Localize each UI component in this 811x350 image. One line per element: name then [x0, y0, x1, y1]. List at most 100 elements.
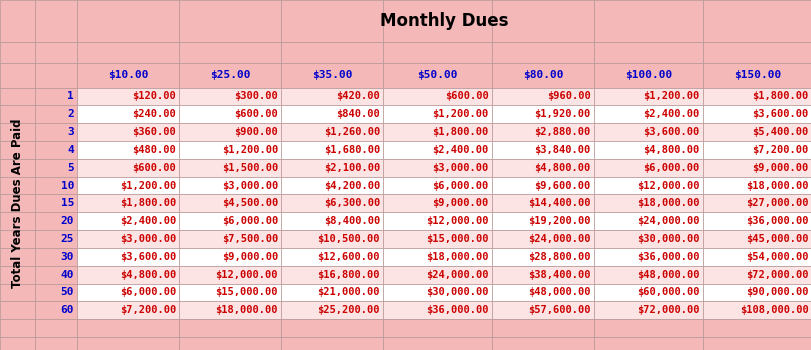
Text: 20: 20: [61, 216, 74, 226]
Bar: [179, 284, 281, 301]
Bar: [281, 248, 383, 266]
Bar: [0, 123, 35, 141]
Text: $4,500.00: $4,500.00: [221, 198, 277, 208]
Text: $27,000.00: $27,000.00: [745, 198, 808, 208]
Text: $12,000.00: $12,000.00: [215, 270, 277, 280]
Bar: [383, 105, 491, 123]
Text: $1,800.00: $1,800.00: [432, 127, 488, 137]
Bar: [594, 195, 702, 212]
Bar: [0, 195, 35, 212]
Text: $15,000.00: $15,000.00: [215, 287, 277, 298]
Text: $25,200.00: $25,200.00: [317, 305, 380, 315]
Text: $3,600.00: $3,600.00: [120, 252, 176, 262]
Bar: [35, 337, 77, 350]
Text: $1,200.00: $1,200.00: [221, 145, 277, 155]
Bar: [0, 159, 35, 177]
Bar: [594, 212, 702, 230]
Bar: [179, 230, 281, 248]
Text: $108,000.00: $108,000.00: [739, 305, 808, 315]
Text: $6,000.00: $6,000.00: [643, 163, 699, 173]
Bar: [77, 42, 179, 63]
Bar: [77, 212, 179, 230]
Bar: [281, 177, 383, 195]
Bar: [383, 0, 491, 42]
Bar: [35, 105, 77, 123]
Bar: [383, 230, 491, 248]
Text: $3,600.00: $3,600.00: [752, 109, 808, 119]
Text: 4: 4: [67, 145, 74, 155]
Text: $9,000.00: $9,000.00: [752, 163, 808, 173]
Bar: [35, 195, 77, 212]
Bar: [491, 319, 594, 337]
Bar: [491, 0, 594, 42]
Bar: [594, 284, 702, 301]
Bar: [281, 159, 383, 177]
Bar: [491, 301, 594, 319]
Text: $900.00: $900.00: [234, 127, 277, 137]
Bar: [77, 301, 179, 319]
Bar: [491, 141, 594, 159]
Text: $90,000.00: $90,000.00: [745, 287, 808, 298]
Bar: [383, 266, 491, 284]
Text: $72,000.00: $72,000.00: [637, 305, 699, 315]
Bar: [35, 141, 77, 159]
Bar: [281, 266, 383, 284]
Bar: [281, 319, 383, 337]
Bar: [281, 337, 383, 350]
Bar: [594, 177, 702, 195]
Text: $7,200.00: $7,200.00: [120, 305, 176, 315]
Bar: [179, 337, 281, 350]
Text: $600.00: $600.00: [444, 91, 488, 102]
Bar: [35, 159, 77, 177]
Text: $240.00: $240.00: [132, 109, 176, 119]
Text: $18,000.00: $18,000.00: [215, 305, 277, 315]
Text: $18,000.00: $18,000.00: [745, 181, 808, 190]
Bar: [383, 42, 491, 63]
Bar: [281, 212, 383, 230]
Bar: [179, 319, 281, 337]
Text: $48,000.00: $48,000.00: [528, 287, 590, 298]
Bar: [77, 141, 179, 159]
Bar: [594, 266, 702, 284]
Bar: [179, 141, 281, 159]
Bar: [383, 195, 491, 212]
Bar: [491, 159, 594, 177]
Text: $24,000.00: $24,000.00: [637, 216, 699, 226]
Bar: [77, 159, 179, 177]
Text: $9,000.00: $9,000.00: [432, 198, 488, 208]
Bar: [702, 284, 811, 301]
Text: $50.00: $50.00: [417, 70, 457, 80]
Bar: [281, 123, 383, 141]
Text: 3: 3: [67, 127, 74, 137]
Bar: [35, 63, 77, 88]
Bar: [77, 319, 179, 337]
Text: $4,200.00: $4,200.00: [324, 181, 380, 190]
Text: $1,920.00: $1,920.00: [534, 109, 590, 119]
Bar: [383, 319, 491, 337]
Bar: [77, 0, 179, 42]
Text: $30,000.00: $30,000.00: [637, 234, 699, 244]
Bar: [594, 123, 702, 141]
Bar: [702, 301, 811, 319]
Bar: [0, 284, 35, 301]
Bar: [491, 123, 594, 141]
Bar: [0, 337, 35, 350]
Bar: [179, 123, 281, 141]
Text: $480.00: $480.00: [132, 145, 176, 155]
Text: $3,840.00: $3,840.00: [534, 145, 590, 155]
Bar: [35, 0, 77, 42]
Text: $600.00: $600.00: [234, 109, 277, 119]
Bar: [383, 88, 491, 105]
Text: $60,000.00: $60,000.00: [637, 287, 699, 298]
Bar: [281, 63, 383, 88]
Text: $420.00: $420.00: [336, 91, 380, 102]
Bar: [35, 319, 77, 337]
Text: $45,000.00: $45,000.00: [745, 234, 808, 244]
Text: $30,000.00: $30,000.00: [426, 287, 488, 298]
Text: $2,880.00: $2,880.00: [534, 127, 590, 137]
Text: $1,200.00: $1,200.00: [643, 91, 699, 102]
Bar: [179, 159, 281, 177]
Text: $14,400.00: $14,400.00: [528, 198, 590, 208]
Text: $19,200.00: $19,200.00: [528, 216, 590, 226]
Text: $1,500.00: $1,500.00: [221, 163, 277, 173]
